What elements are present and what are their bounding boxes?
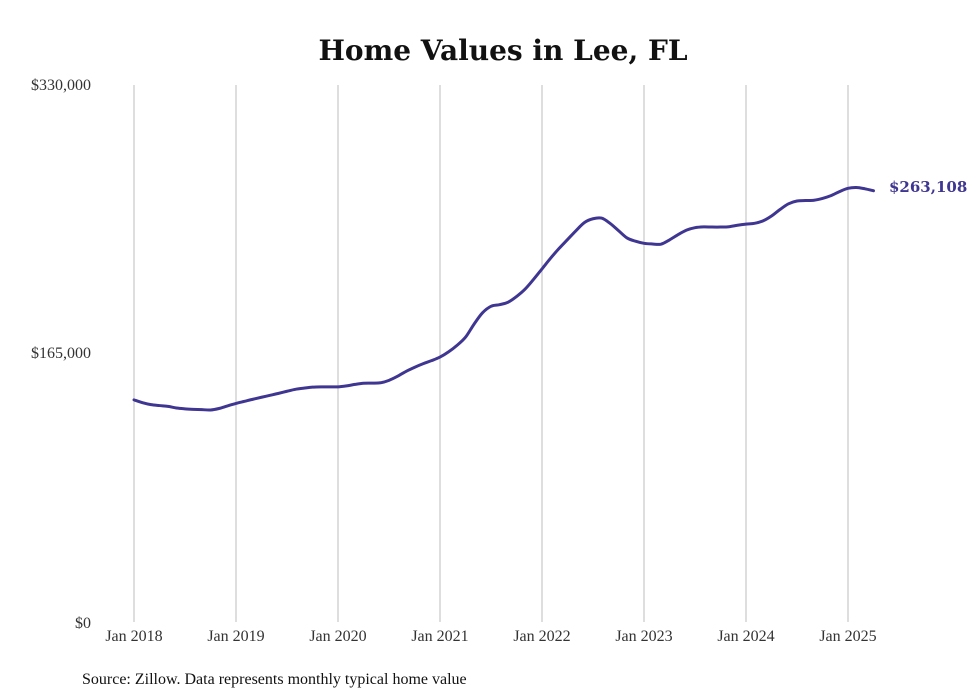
x-tick-label-2021: Jan 2021	[411, 628, 468, 645]
x-tick-label-2025: Jan 2025	[819, 628, 876, 645]
series-group	[132, 186, 875, 412]
x-tick-label-2018: Jan 2018	[105, 628, 162, 645]
y-tick-label-165000: $165,000	[31, 345, 91, 362]
end-value-label: $263,108	[889, 178, 967, 196]
chart-title: Home Values in Lee, FL	[318, 34, 687, 67]
y-tick-label-0: $0	[75, 615, 91, 632]
series-line-0	[132, 186, 875, 412]
x-tick-label-2024: Jan 2024	[717, 628, 774, 645]
grid	[133, 85, 849, 622]
x-tick-label-2019: Jan 2019	[207, 628, 264, 645]
x-tick-label-2020: Jan 2020	[309, 628, 366, 645]
y-tick-label-330000: $330,000	[31, 77, 91, 94]
y-axis: $330,000 $165,000 $0	[31, 77, 91, 632]
x-tick-label-2023: Jan 2023	[615, 628, 672, 645]
x-axis: Jan 2018 Jan 2019 Jan 2020 Jan 2021 Jan …	[105, 628, 876, 645]
source-note: Source: Zillow. Data represents monthly …	[82, 671, 467, 688]
x-tick-label-2022: Jan 2022	[513, 628, 570, 645]
